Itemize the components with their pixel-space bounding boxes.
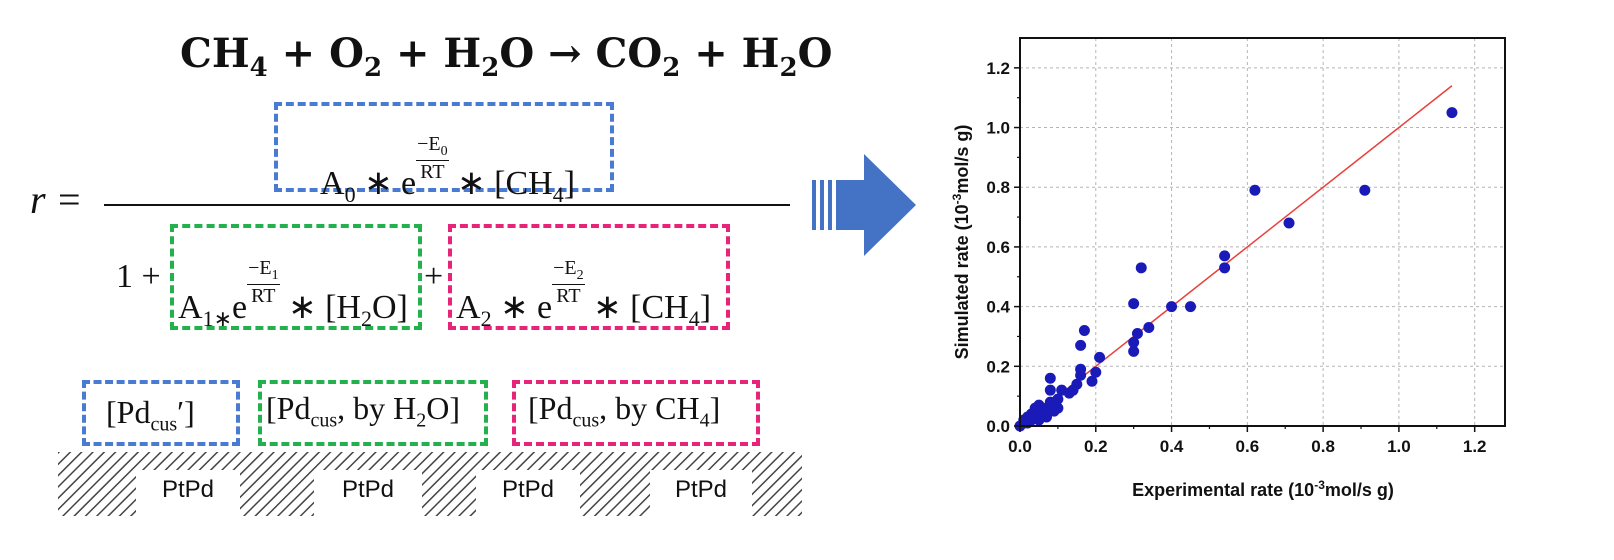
catalyst-surface [58, 452, 802, 516]
data-point [1143, 322, 1155, 334]
y-tick-label: 1.0 [986, 119, 1010, 138]
rate-symbol: r [30, 177, 46, 222]
numerator-box [274, 102, 614, 192]
parity-scatter-chart: 0.0 0.2 0.4 0.6 0.8 1.0 1.2 0.0 0.2 0.4 0.6 0.8 1.0 1… [950, 37, 1506, 500]
site-box-water [258, 380, 488, 446]
y-tick-label: 1.2 [986, 59, 1010, 78]
data-point [1128, 336, 1140, 348]
denominator-one: 1 + [116, 258, 161, 295]
data-point [1219, 262, 1231, 274]
data-point [1128, 345, 1140, 357]
site-label-water: [Pdcus, by H2O] [266, 390, 460, 432]
ptpd-label: PtPd [341, 476, 395, 503]
reaction-equation: CH4 + O2 + H2O → CO2 + H2O [180, 30, 833, 83]
ptpd-label: PtPd [161, 476, 215, 503]
equals-sign: = [58, 177, 81, 222]
y-tick-label: 0.4 [986, 298, 1010, 317]
surface-pocket [476, 470, 580, 516]
data-point [1219, 250, 1231, 262]
data-point [1075, 369, 1087, 381]
ptpd-label: PtPd [501, 476, 555, 503]
data-point [1044, 384, 1056, 396]
surface-pocket [650, 470, 752, 516]
data-point [1185, 301, 1197, 313]
numerator-expression: A0 ∗ e −E0 RT ∗ [CH4] [320, 133, 576, 207]
y-tick-label: 0.6 [986, 238, 1010, 257]
plot-frame [1019, 37, 1506, 427]
site-box-methane [512, 380, 760, 446]
data-point [1094, 351, 1106, 363]
ptpd-label: PtPd [674, 476, 728, 503]
surface-pocket [314, 470, 422, 516]
site-label-free: [Pdcus′] [106, 394, 195, 436]
methane-term: A2 ∗ e −E2 RT ∗ [CH4] [456, 257, 712, 331]
denominator-plus: + [424, 258, 444, 295]
x-tick-label: 0.6 [1236, 437, 1260, 456]
y-axis-label: Simulated rate (10-3mol/s g) [950, 125, 972, 360]
data-point [1090, 366, 1102, 378]
data-point [1075, 339, 1087, 351]
data-point [1044, 372, 1056, 384]
y-tick-label: 0.0 [986, 417, 1010, 436]
data-point [1086, 375, 1098, 387]
data-point [1446, 107, 1458, 119]
data-point [1078, 324, 1090, 336]
data-point [1249, 184, 1261, 196]
site-box-free [82, 380, 240, 446]
data-point [1128, 298, 1140, 310]
x-tick-label: 0.0 [1008, 437, 1032, 456]
y-tick-label: 0.2 [986, 357, 1010, 376]
data-point [1166, 301, 1178, 313]
x-axis-label: Experimental rate (10-3mol/s g) [1132, 478, 1394, 500]
data-point [1056, 384, 1068, 396]
water-adsorption-box [170, 224, 422, 330]
site-label-methane: [Pdcus, by CH4] [528, 390, 721, 432]
x-tick-label: 0.2 [1084, 437, 1108, 456]
surface-pocket [136, 470, 240, 516]
water-term: A1∗e −E1 RT ∗ [H2O] [178, 257, 408, 331]
data-point [1283, 217, 1295, 229]
x-tick-label: 1.2 [1463, 437, 1487, 456]
data-point [1359, 184, 1371, 196]
y-tick-label: 0.8 [986, 178, 1010, 197]
data-point [1131, 327, 1143, 339]
right-arrow-icon [812, 154, 916, 256]
x-tick-label: 0.4 [1160, 437, 1184, 456]
x-tick-label: 0.8 [1311, 437, 1335, 456]
x-tick-label: 1.0 [1387, 437, 1411, 456]
methane-adsorption-box [448, 224, 730, 330]
fraction-bar [104, 204, 790, 206]
data-point [1135, 262, 1147, 274]
